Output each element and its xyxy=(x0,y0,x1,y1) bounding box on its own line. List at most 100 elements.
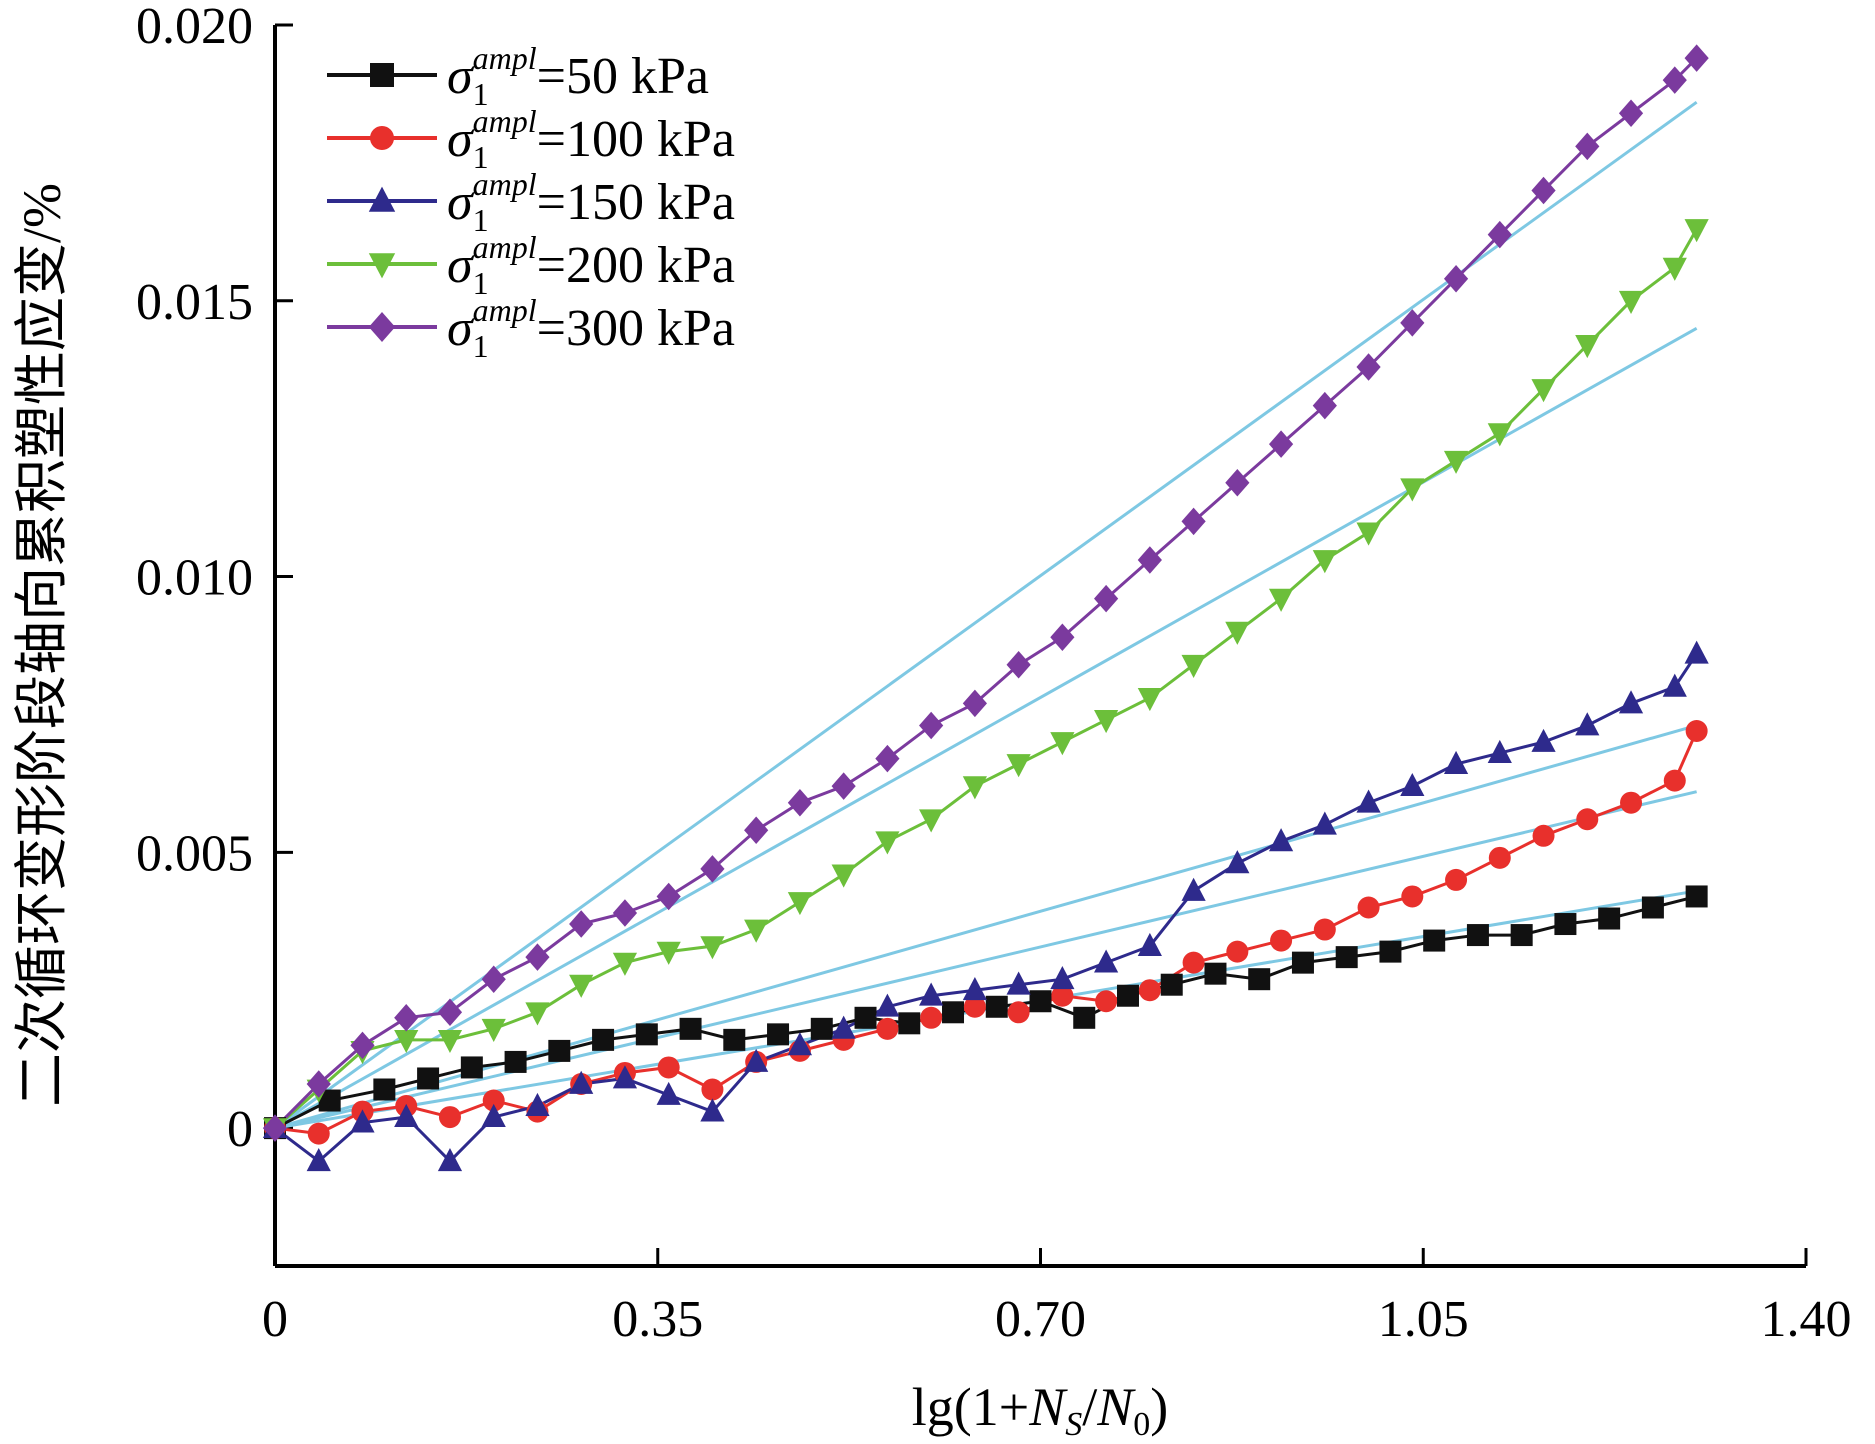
data-point-0-26 xyxy=(1423,929,1446,952)
data-point-2-33 xyxy=(1684,640,1709,664)
data-point-3-12 xyxy=(787,892,813,916)
data-point-4-23 xyxy=(1268,430,1294,458)
legend-label: σ1ampl=150 kPa xyxy=(447,166,735,238)
data-point-3-19 xyxy=(1094,710,1119,734)
data-point-0-2 xyxy=(373,1078,396,1101)
data-point-2-16 xyxy=(962,977,987,1001)
data-point-4-17 xyxy=(1006,651,1031,679)
data-point-2-23 xyxy=(1268,828,1294,852)
data-point-4-6 xyxy=(525,943,550,971)
data-point-3-30 xyxy=(1575,335,1600,359)
data-point-1-18 xyxy=(1051,984,1074,1007)
legend-label: σ1ampl=100 kPa xyxy=(447,103,735,175)
data-point-0-16 xyxy=(985,995,1008,1018)
data-point-2-11 xyxy=(744,1048,769,1072)
data-point-1-14 xyxy=(876,1017,899,1040)
data-point-4-2 xyxy=(350,1031,375,1060)
data-point-4-11 xyxy=(744,816,769,845)
data-point-1-1 xyxy=(307,1122,330,1145)
data-point-4-21 xyxy=(1181,507,1206,536)
data-point-4-33 xyxy=(1684,44,1709,72)
data-point-0-10 xyxy=(723,1028,746,1051)
data-point-4-3 xyxy=(394,1004,419,1032)
data-point-3-14 xyxy=(875,831,900,855)
data-point-0-23 xyxy=(1291,951,1314,974)
data-point-2-31 xyxy=(1618,690,1644,714)
data-point-3-10 xyxy=(700,936,725,960)
data-point-2-8 xyxy=(612,1065,638,1089)
data-point-3-3 xyxy=(394,1029,419,1054)
data-point-0-5 xyxy=(504,1050,527,1073)
data-point-3-21 xyxy=(1181,654,1206,679)
data-point-0-17 xyxy=(1029,990,1052,1013)
data-point-0-27 xyxy=(1466,924,1489,947)
series-line-3 xyxy=(274,228,1698,1130)
data-point-1-21 xyxy=(1182,951,1205,974)
data-point-2-7 xyxy=(569,1070,594,1094)
data-point-4-10 xyxy=(700,855,725,883)
data-point-0-1 xyxy=(318,1089,341,1112)
data-point-0-6 xyxy=(548,1039,571,1062)
data-point-4-8 xyxy=(612,899,638,927)
data-point-1-25 xyxy=(1357,896,1380,919)
data-point-1-9 xyxy=(657,1056,680,1079)
data-point-1-22 xyxy=(1226,940,1249,963)
data-point-4-1 xyxy=(306,1070,331,1098)
data-point-3-6 xyxy=(525,1002,550,1026)
data-point-4-32 xyxy=(1662,66,1687,94)
data-point-1-4 xyxy=(438,1106,461,1129)
data-point-0-22 xyxy=(1248,968,1271,991)
data-point-1-30 xyxy=(1576,808,1599,831)
data-point-3-9 xyxy=(656,941,681,965)
data-point-2-28 xyxy=(1487,739,1512,763)
series-line-2 xyxy=(274,652,1698,1164)
data-point-3-28 xyxy=(1487,423,1512,447)
legend-entry-4: σ1ampl=300 kPa xyxy=(327,292,735,364)
data-point-4-22 xyxy=(1225,469,1250,497)
x-tick-label: 0.35 xyxy=(612,1291,703,1348)
data-point-1-23 xyxy=(1270,929,1293,952)
data-point-2-21 xyxy=(1181,877,1206,901)
data-point-0-32 xyxy=(1685,885,1708,908)
data-point-1-24 xyxy=(1313,918,1336,941)
legend-label: σ1ampl=50 kPa xyxy=(447,40,709,112)
data-point-3-7 xyxy=(569,974,594,998)
data-point-2-2 xyxy=(350,1109,375,1133)
legend-label: σ1ampl=200 kPa xyxy=(447,229,735,301)
y-tick-label: 0.005 xyxy=(136,825,253,882)
data-point-1-19 xyxy=(1095,990,1118,1013)
data-point-3-20 xyxy=(1137,687,1162,712)
data-point-1-20 xyxy=(1138,979,1161,1002)
data-point-1-27 xyxy=(1445,868,1468,891)
data-point-0-14 xyxy=(898,1012,921,1035)
data-point-3-17 xyxy=(1006,754,1031,778)
data-point-2-12 xyxy=(787,1032,813,1056)
data-point-3-13 xyxy=(831,864,856,888)
data-point-1-33 xyxy=(1685,719,1708,742)
data-point-4-13 xyxy=(831,772,856,800)
data-point-2-9 xyxy=(656,1081,681,1105)
data-point-4-28 xyxy=(1487,220,1512,249)
y-tick-label: 0 xyxy=(227,1101,253,1158)
y-tick-label: 0.010 xyxy=(136,550,253,607)
data-point-4-29 xyxy=(1531,176,1556,205)
data-point-0-30 xyxy=(1598,907,1621,930)
legend-label: σ1ampl=300 kPa xyxy=(447,292,735,364)
x-axis-title: lg(1+NS/N0) xyxy=(912,1377,1169,1443)
data-point-0-25 xyxy=(1379,940,1402,963)
x-tick-label: 1.40 xyxy=(1761,1291,1852,1348)
data-point-2-20 xyxy=(1137,932,1162,956)
data-point-2-26 xyxy=(1400,772,1425,797)
data-point-0-8 xyxy=(635,1023,658,1046)
data-point-0-7 xyxy=(592,1028,615,1051)
data-point-1-5 xyxy=(482,1089,505,1112)
data-point-4-4 xyxy=(437,998,463,1027)
data-point-2-18 xyxy=(1050,965,1075,990)
y-tick-label: 0.020 xyxy=(136,0,253,55)
y-tick-label: 0.015 xyxy=(136,274,253,331)
data-point-0-15 xyxy=(942,1001,965,1024)
data-point-1-10 xyxy=(701,1078,724,1101)
data-point-2-15 xyxy=(919,982,944,1006)
data-point-3-25 xyxy=(1356,522,1381,546)
